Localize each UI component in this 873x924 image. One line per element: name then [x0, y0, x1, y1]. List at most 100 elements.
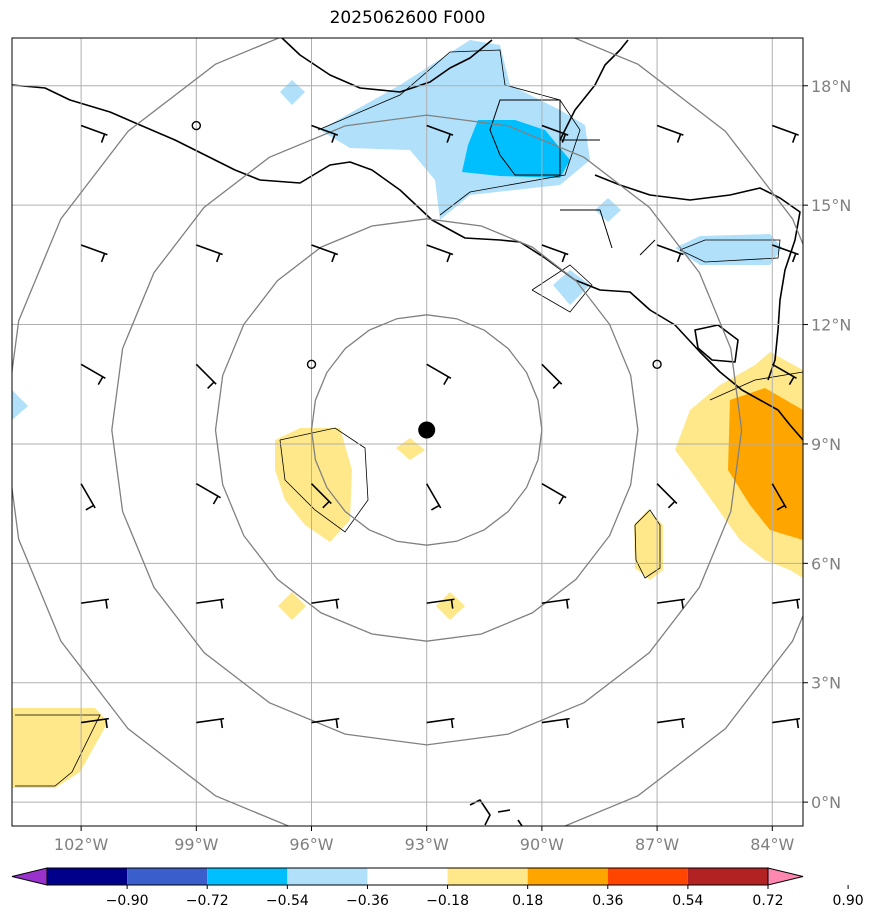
lon-tick-label: 96°W [289, 835, 333, 854]
wind-barb [195, 363, 217, 389]
colorbar-label: 0.90 [833, 893, 864, 909]
wind-barb [771, 363, 797, 386]
colorbar-label: 0.72 [752, 893, 783, 909]
wind-barb [656, 244, 684, 263]
lon-ticks: 102°W 99°W 96°W 93°W 90°W 87°W 84°W [54, 826, 795, 854]
lat-tick-label: 12°N [811, 316, 851, 335]
wind-barb [426, 363, 452, 386]
colorbar: −0.90 −0.72 −0.54 −0.36 −0.18 0.18 0.36 0.54 0.7… [11, 867, 864, 909]
coast-yucatan [559, 39, 629, 141]
wind-barb [81, 717, 109, 729]
wind-barb [426, 598, 455, 609]
colorbar-label: 0.36 [592, 893, 623, 909]
wind-barbs [80, 120, 801, 729]
wind-barb [196, 717, 225, 729]
wind-barb [196, 244, 223, 263]
colorbar-extend-low [11, 867, 48, 886]
wind-barb [426, 717, 455, 729]
lat-tick-label: 15°N [811, 196, 851, 215]
colorbar-label: 0.54 [672, 893, 703, 909]
colorbar-frame [46, 867, 769, 886]
wind-barb [656, 483, 678, 509]
colorbar-segment [527, 868, 608, 885]
shade-area [396, 438, 425, 460]
wind-barb [541, 717, 570, 729]
wind-barb [772, 124, 799, 143]
calm-wind-marker [306, 359, 317, 370]
map-title: 2025062600 F000 [329, 8, 486, 28]
calm-wind-marker [652, 359, 662, 370]
shade-area [553, 270, 590, 305]
colorbar-label: −0.54 [266, 893, 309, 909]
wind-barb [426, 244, 454, 263]
wind-barb [541, 598, 570, 609]
wind-barb [541, 244, 569, 263]
colorbar-segment [367, 868, 448, 885]
wind-barb [771, 483, 787, 511]
wind-barb [311, 244, 339, 263]
lat-tick-label: 18°N [811, 77, 851, 96]
colorbar-label: −0.18 [426, 893, 469, 909]
wind-barb [772, 244, 799, 263]
wind-barb [80, 363, 106, 386]
wind-barb [311, 717, 340, 729]
wind-barb [656, 717, 685, 729]
colorbar-segment [47, 868, 128, 885]
shade-area [675, 234, 782, 265]
lat-tick-label: 3°N [811, 674, 841, 693]
lon-tick-label: 99°W [174, 835, 218, 854]
shade-area [320, 40, 590, 220]
wind-barb [311, 124, 339, 143]
shade-area [728, 388, 803, 540]
colorbar-label: 0.18 [512, 893, 543, 909]
wind-barb [772, 717, 801, 729]
range-ring [310, 314, 543, 546]
coast-gulf [281, 38, 493, 93]
range-ring [111, 114, 743, 746]
colorbar-label: −0.36 [346, 893, 389, 909]
shading-positive [12, 352, 803, 788]
plot-area [12, 38, 803, 826]
wind-barb [196, 598, 225, 609]
lat-ticks: 0°N 3°N 6°N 9°N 12°N 15°N 18°N [803, 77, 851, 812]
lat-tick-label: 6°N [811, 554, 841, 573]
shade-area [462, 120, 570, 178]
lat-tick-label: 0°N [811, 793, 841, 812]
wind-barb [541, 124, 569, 143]
shade-area [278, 592, 306, 620]
shade-area [12, 708, 108, 788]
coast-islands [469, 799, 523, 826]
wind-barb [426, 483, 442, 511]
coast-pacific-mexico [12, 84, 803, 441]
shade-area [436, 592, 465, 620]
wind-barb [80, 124, 108, 143]
plot-frame [11, 37, 804, 827]
wind-barb [310, 483, 332, 509]
wind-barb [195, 483, 221, 505]
range-rings [12, 38, 803, 826]
lat-tick-label: 9°N [811, 435, 841, 454]
colorbar-segment [687, 868, 768, 885]
colorbar-extend-high [767, 867, 804, 886]
range-ring [214, 218, 639, 642]
lon-tick-label: 102°W [54, 835, 109, 854]
borders [489, 99, 656, 256]
colorbar-label: −0.72 [186, 893, 229, 909]
wind-barb [656, 598, 685, 609]
wind-barb [426, 124, 454, 143]
lon-tick-label: 87°W [635, 835, 679, 854]
colorbar-segment [607, 868, 688, 885]
wind-barb [772, 598, 801, 609]
storm-center-marker [418, 421, 436, 439]
shade-area [12, 390, 28, 420]
lon-tick-label: 84°W [750, 835, 794, 854]
wind-barb [80, 244, 108, 263]
colorbar-segment [127, 868, 208, 885]
wind-barb [656, 124, 684, 143]
lon-tick-label: 90°W [520, 835, 564, 854]
colorbar-segment [207, 868, 288, 885]
colorbar-segment [287, 868, 368, 885]
wind-barb [311, 598, 340, 609]
shade-area [634, 510, 663, 580]
